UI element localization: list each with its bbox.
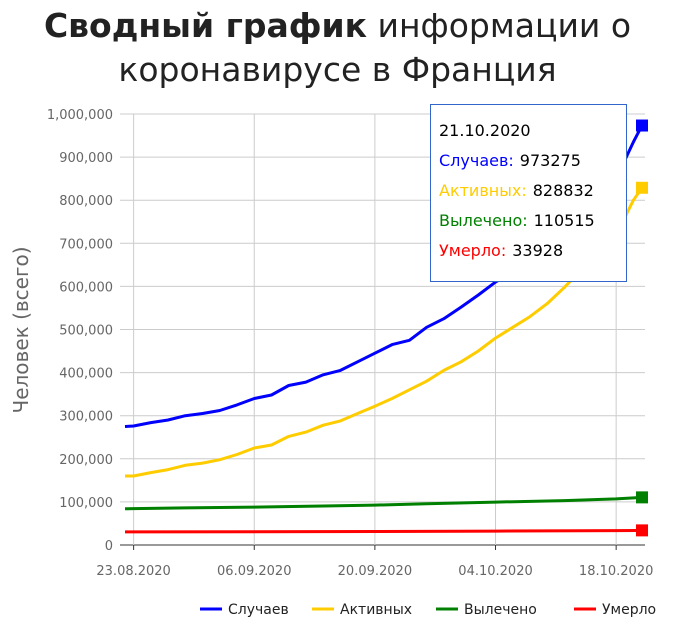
tooltip-label-recovered: Вылечено:	[439, 211, 528, 230]
tooltip-row-active: Активных: 828832	[439, 179, 626, 209]
chart-title-bold: Сводный график	[43, 6, 368, 45]
series-line	[125, 186, 644, 478]
legend-label: Случаев	[228, 602, 289, 618]
chart-title-line2: коронавирусе в Франция	[118, 50, 557, 89]
y-tick-label: 400,000	[59, 367, 113, 382]
tooltip-label-deaths: Умерло:	[439, 241, 507, 260]
tooltip-label-cases: Случаев:	[439, 151, 514, 170]
y-tick-label: 100,000	[59, 496, 113, 511]
series-end-marker	[636, 119, 648, 132]
legend: Случаев Активных Вылечено Умерло	[200, 602, 656, 618]
chart-title-rest: информации о	[367, 6, 632, 45]
x-axis-ticks: 23.08.2020 06.09.2020 20.09.2020 04.10.2020…	[96, 545, 653, 579]
grid-lines	[120, 113, 645, 546]
y-axis-label: Человек (всего)	[9, 246, 33, 413]
series-line	[125, 528, 643, 534]
series-end-marker	[636, 524, 648, 537]
x-tick-label: 20.09.2020	[338, 564, 412, 579]
chart-title: Сводный график информации о коронавирусе…	[0, 4, 675, 92]
tooltip-date: 21.10.2020	[439, 121, 531, 140]
y-tick-label: 900,000	[59, 151, 113, 166]
tooltip-row-deaths: Умерло: 33928	[439, 239, 626, 269]
tooltip-row-cases: Случаев: 973275	[439, 149, 626, 179]
hover-tooltip: 21.10.2020 Случаев: 973275 Активных: 82883…	[430, 104, 627, 282]
x-tick-label: 04.10.2020	[458, 564, 532, 579]
tooltip-value-recovered: 110515	[533, 211, 595, 230]
series-end-markers	[636, 119, 648, 537]
y-tick-label: 600,000	[59, 280, 113, 295]
y-tick-label: 200,000	[59, 453, 113, 468]
series-end-marker	[636, 181, 648, 194]
tooltip-value-cases: 973275	[519, 151, 581, 170]
y-tick-label: 1,000,000	[47, 108, 113, 123]
x-tick-label: 23.08.2020	[96, 564, 170, 579]
y-axis-ticks: 0 100,000 200,000 300,000 400,000 500,000 600,…	[47, 108, 113, 554]
tooltip-value-active: 828832	[532, 181, 594, 200]
x-tick-label: 06.09.2020	[217, 564, 291, 579]
legend-label: Вылечено	[464, 602, 537, 618]
series-line	[124, 495, 643, 511]
tooltip-value-deaths: 33928	[512, 241, 564, 260]
y-tick-label: 300,000	[59, 410, 113, 425]
y-tick-label: 700,000	[59, 237, 113, 252]
y-tick-label: 800,000	[59, 194, 113, 209]
tooltip-row-recovered: Вылечено: 110515	[439, 209, 626, 239]
legend-label: Умерло	[602, 602, 656, 618]
legend-label: Активных	[340, 602, 412, 618]
y-tick-label: 500,000	[59, 324, 113, 339]
x-tick-label: 18.10.2020	[579, 564, 653, 579]
series-end-marker	[636, 491, 648, 504]
tooltip-label-active: Активных:	[439, 181, 527, 200]
y-tick-label: 0	[105, 539, 113, 554]
